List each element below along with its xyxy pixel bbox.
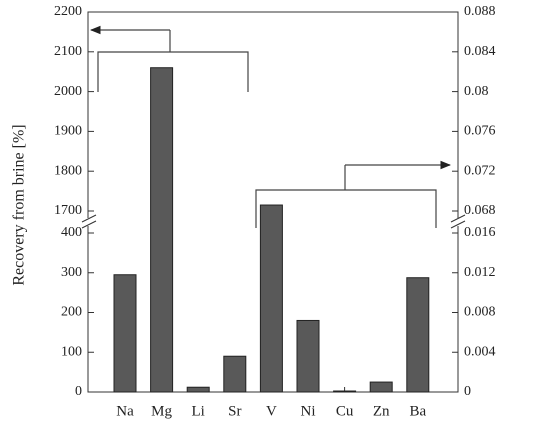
x-tick-label: Zn (373, 403, 390, 419)
x-tick-label: Cu (336, 403, 354, 419)
y2-tick-label: 0.016 (464, 225, 496, 240)
bar (186, 386, 210, 393)
y2-tick-label: 0 (464, 384, 471, 399)
bar (369, 381, 393, 393)
y2-tick-label: 0.068 (464, 203, 496, 218)
bar (296, 319, 320, 393)
y-axis-label: Recovery from brine [%] (11, 124, 28, 285)
y-tick-label: 1700 (54, 203, 82, 218)
y-tick-label: 2100 (54, 44, 82, 59)
y2-tick-label: 0.072 (464, 163, 496, 178)
y2-tick-label: 0.012 (464, 265, 496, 280)
y2-tick-label: 0.08 (464, 84, 489, 99)
x-tick-label: V (266, 403, 277, 419)
y-tick-label: 2200 (54, 4, 82, 19)
x-tick-label: Li (192, 403, 205, 419)
y-tick-label: 1900 (54, 124, 82, 139)
y2-tick-label: 0.084 (464, 44, 496, 59)
y2-tick-label: 0.004 (464, 344, 496, 359)
bracket (97, 30, 249, 92)
x-tick-label: Na (116, 403, 134, 419)
y-tick-label: 100 (61, 344, 82, 359)
bar (223, 355, 247, 393)
x-tick-label: Ba (409, 403, 426, 419)
axis-break-gap (450, 218, 466, 226)
y-tick-label: 0 (75, 384, 82, 399)
y-tick-label: 1800 (54, 163, 82, 178)
axis-break-gap (80, 218, 96, 226)
y-tick-label: 200 (61, 305, 82, 320)
y2-tick-label: 0.076 (464, 124, 496, 139)
y2-tick-label: 0.008 (464, 305, 496, 320)
y-tick-label: 400 (61, 225, 82, 240)
x-tick-label: Sr (228, 403, 241, 419)
y-tick-label: 300 (61, 265, 82, 280)
y-tick-label: 2000 (54, 84, 82, 99)
x-tick-label: Ni (301, 403, 316, 419)
bar (333, 390, 357, 393)
bracket (255, 165, 437, 228)
bar (406, 277, 430, 393)
axis-break (450, 214, 466, 229)
bar (150, 67, 174, 393)
x-tick-label: Mg (151, 403, 172, 419)
y2-tick-label: 0.088 (464, 4, 496, 19)
bar (259, 204, 283, 393)
axis-break (81, 214, 97, 229)
bar (113, 274, 137, 393)
